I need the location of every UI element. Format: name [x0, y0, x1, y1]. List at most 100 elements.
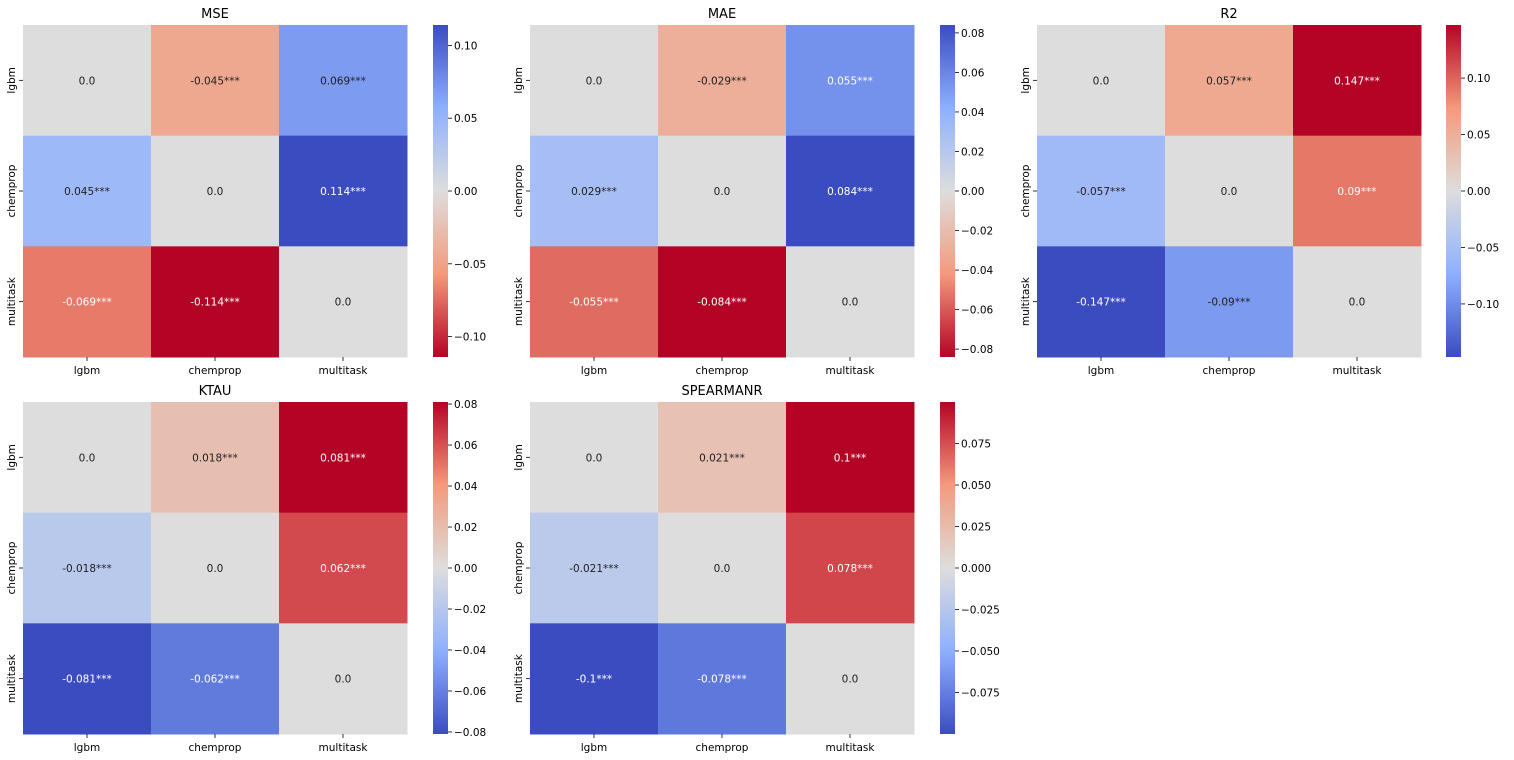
colorbar-tick-label: −0.04: [961, 265, 993, 277]
cell-annotation-r1-c1: 0.0: [207, 563, 224, 575]
heatmap-cell-r0-c2: [786, 25, 915, 137]
colorbar-tick-label: 0.06: [454, 440, 478, 452]
cell-annotation-r1-c0: -0.018***: [62, 563, 112, 575]
x-tick-label-chemprop: chemprop: [189, 365, 242, 377]
colorbar-tick-label: 0.00: [454, 186, 477, 198]
colorbar-tick-label: 0.050: [961, 480, 991, 492]
heatmap-cell-r0-c0: [23, 25, 152, 137]
heatmap-cell-r0-c2: [786, 402, 915, 514]
x-tick-label-multitask: multitask: [826, 742, 876, 754]
colorbar-tick-label: 0.06: [961, 67, 985, 79]
y-tick-label-multitask: multitask: [6, 653, 18, 703]
heatmap-cell-r0-c2: [279, 25, 408, 137]
heatmap-cell-r2-c0: [530, 246, 659, 358]
x-tick-label-multitask: multitask: [319, 742, 369, 754]
y-tick-label-lgbm: lgbm: [513, 67, 525, 93]
x-tick-label-lgbm: lgbm: [581, 365, 607, 377]
cell-annotation-r1-c1: 0.0: [714, 563, 731, 575]
y-tick-label-lgbm: lgbm: [6, 67, 18, 93]
colorbar-tick-label: −0.10: [454, 332, 486, 344]
colorbar-tick-label: −0.075: [961, 688, 1000, 700]
heatmap-cell-r1-c2: [279, 512, 408, 624]
colorbar-tick-label: 0.08: [961, 28, 984, 40]
cell-annotation-r2-c1: -0.078***: [697, 674, 747, 686]
cell-annotation-r0-c2: 0.069***: [320, 75, 366, 87]
cell-annotation-r1-c0: -0.057***: [1076, 186, 1126, 198]
colorbar-tick-label: 0.075: [961, 439, 991, 451]
heatmap-cell-r2-c2: [786, 246, 915, 358]
colorbar-tick-label: −0.08: [961, 344, 993, 356]
heatmap-cell-r0-c1: [151, 402, 280, 514]
colorbar-tick-label: 0.000: [961, 563, 991, 575]
cell-annotation-r1-c2: 0.09***: [1337, 186, 1376, 198]
cell-annotation-r0-c0: 0.0: [586, 75, 603, 87]
chart-title: MSE: [201, 7, 229, 22]
colorbar-tick-label: −0.08: [454, 727, 486, 739]
y-tick-label-chemprop: chemprop: [6, 541, 18, 594]
cell-annotation-r2-c2: 0.0: [335, 674, 352, 686]
cell-annotation-r2-c2: 0.0: [1349, 297, 1366, 309]
heatmap-cell-r2-c2: [786, 623, 915, 735]
colorbar-tick-label: 0.02: [961, 146, 984, 158]
colorbar-tick-label: −0.06: [454, 686, 486, 698]
colorbar-tick-label: 0.00: [454, 563, 477, 575]
cell-annotation-r2-c2: 0.0: [335, 297, 352, 309]
cell-annotation-r2-c0: -0.055***: [569, 297, 619, 309]
colorbar-tick-label: 0.025: [961, 522, 991, 534]
heatmap-cell-r2-c2: [279, 246, 408, 358]
x-tick-label-chemprop: chemprop: [1203, 365, 1256, 377]
colorbar-tick-label: 0.05: [1467, 130, 1490, 142]
x-tick-label-multitask: multitask: [826, 365, 876, 377]
y-tick-label-multitask: multitask: [513, 276, 525, 326]
colorbar-tick-label: 0.10: [454, 40, 477, 52]
cell-annotation-r2-c0: -0.1***: [576, 674, 612, 686]
heatmap-cell-r1-c0: [23, 135, 152, 247]
heatmap-cell-r0-c0: [530, 25, 659, 137]
chart-title: SPEARMANR: [681, 384, 762, 399]
cell-annotation-r2-c2: 0.0: [842, 297, 859, 309]
x-tick-label-multitask: multitask: [1333, 365, 1383, 377]
y-tick-label-chemprop: chemprop: [513, 541, 525, 594]
colorbar: [940, 402, 955, 734]
y-tick-label-lgbm: lgbm: [513, 444, 525, 470]
cell-annotation-r0-c2: 0.081***: [320, 452, 366, 464]
heatmap-cell-r1-c0: [1037, 135, 1166, 247]
x-tick-label-chemprop: chemprop: [696, 365, 749, 377]
colorbar-tick-label: 0.04: [454, 481, 478, 493]
cell-annotation-r1-c2: 0.078***: [827, 563, 873, 575]
x-tick-label-lgbm: lgbm: [1088, 365, 1114, 377]
colorbar-tick-label: 0.10: [1467, 73, 1490, 85]
heatmap-cell-r0-c1: [1165, 25, 1294, 137]
heatmap-cell-r0-c0: [530, 402, 659, 514]
cell-annotation-r0-c0: 0.0: [79, 75, 96, 87]
x-tick-label-lgbm: lgbm: [581, 742, 607, 754]
x-tick-label-chemprop: chemprop: [696, 742, 749, 754]
heatmap-cell-r2-c1: [151, 623, 280, 735]
cell-annotation-r1-c2: 0.084***: [827, 186, 873, 198]
heatmap-cell-r1-c0: [530, 135, 659, 247]
chart-title: R2: [1220, 7, 1237, 22]
colorbar-tick-label: 0.00: [1467, 186, 1490, 198]
cell-annotation-r1-c0: -0.021***: [569, 563, 619, 575]
cell-annotation-r2-c1: -0.084***: [697, 297, 747, 309]
cell-annotation-r0-c1: 0.018***: [192, 452, 238, 464]
cell-annotation-r0-c0: 0.0: [1093, 75, 1110, 87]
cell-annotation-r0-c1: -0.045***: [190, 75, 240, 87]
heatmap-cell-r0-c0: [1037, 25, 1166, 137]
cell-annotation-r1-c2: 0.062***: [320, 563, 366, 575]
chart-title: MAE: [708, 7, 736, 22]
heatmap-panel-spearmanr: SPEARMANR 0.0 0.021*** 0.1*** -0.021*** 0.0 0.…: [513, 384, 1000, 754]
heatmap-cell-r0-c1: [658, 25, 787, 137]
heatmap-panel-mse: MSE 0.0 -0.045*** 0.069*** 0.045*** 0.0 0.114*…: [6, 7, 486, 377]
x-tick-label-multitask: multitask: [319, 365, 369, 377]
heatmap-cell-r2-c1: [658, 623, 787, 735]
heatmap-cell-r1-c0: [530, 512, 659, 624]
colorbar: [433, 25, 448, 357]
y-tick-label-chemprop: chemprop: [1020, 164, 1032, 217]
colorbar-tick-label: −0.10: [1467, 299, 1499, 311]
cell-annotation-r1-c0: 0.029***: [571, 186, 617, 198]
colorbar-tick-label: −0.050: [961, 646, 1000, 658]
cell-annotation-r0-c2: 0.055***: [827, 75, 873, 87]
heatmap-cell-r0-c1: [658, 402, 787, 514]
